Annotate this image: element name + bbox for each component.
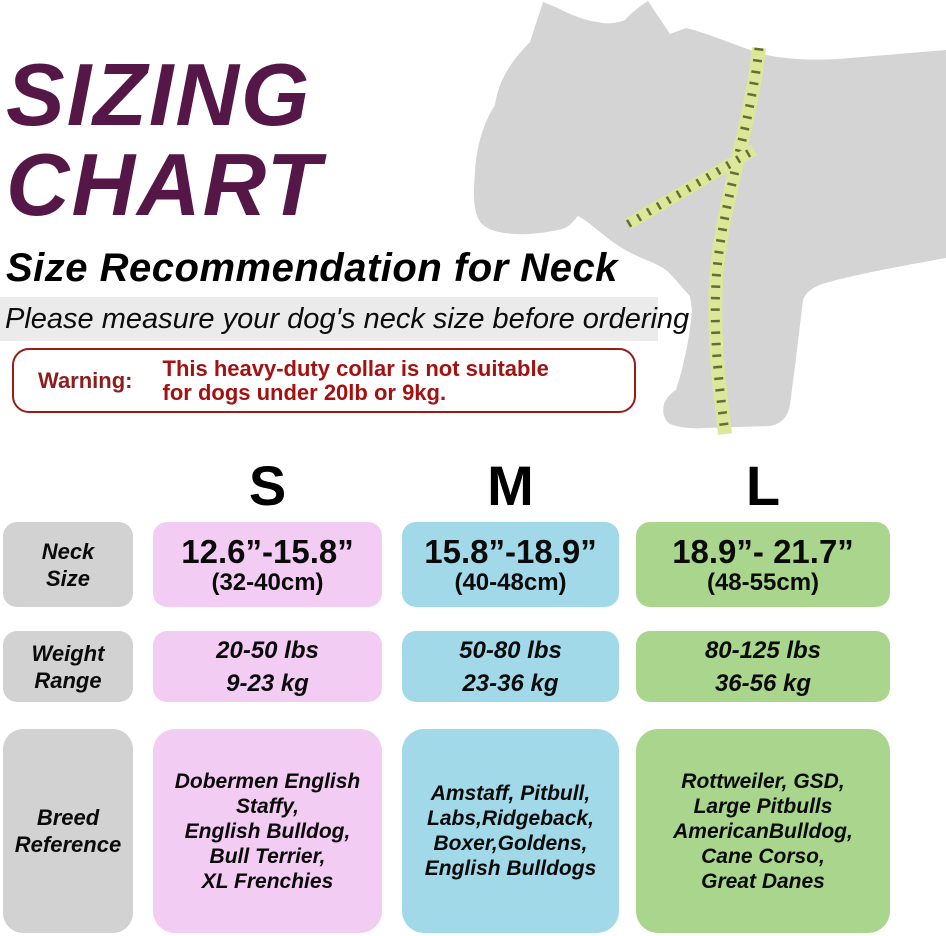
neck-size-l-value: 18.9”- 21.7” bbox=[672, 533, 854, 570]
dog-illustration bbox=[470, 0, 946, 440]
weight-s-text: 20-50 lbs 9-23 kg bbox=[216, 636, 319, 697]
cell-neck-size-m: 15.8”-18.9” (40-48cm) bbox=[402, 522, 619, 607]
measuring-tape-vertical bbox=[708, 47, 766, 435]
cell-weight-l: 80-125 lbs 36-56 kg bbox=[636, 631, 890, 702]
cell-weight-m: 50-80 lbs 23-36 kg bbox=[402, 631, 619, 702]
cell-neck-size-s: 12.6”-15.8” (32-40cm) bbox=[153, 522, 382, 607]
breed-m-text: Amstaff, Pitbull, Labs,Ridgeback, Boxer,Go… bbox=[424, 782, 597, 880]
breed-l-text: Rottweiler, GSD, Large Pitbulls AmericanBu… bbox=[673, 769, 853, 893]
row-label-breed-reference: Breed Reference bbox=[3, 729, 133, 933]
row-label-neck-size: Neck Size bbox=[3, 522, 133, 607]
measure-note-banner: Please measure your dog's neck size befo… bbox=[0, 297, 689, 341]
page-title: SIZING CHART bbox=[6, 45, 323, 234]
warning-text: This heavy-duty collar is not suitable fo… bbox=[162, 355, 549, 405]
cell-breed-l: Rottweiler, GSD, Large Pitbulls AmericanBu… bbox=[636, 729, 890, 933]
warning-label: Warning: bbox=[38, 367, 133, 393]
cell-breed-m: Amstaff, Pitbull, Labs,Ridgeback, Boxer,Go… bbox=[402, 729, 619, 933]
size-header-s: S bbox=[248, 453, 287, 517]
dog-silhouette-icon bbox=[474, 1, 946, 435]
neck-size-m-cm: (40-48cm) bbox=[454, 569, 567, 596]
neck-size-s-cm: (32-40cm) bbox=[211, 569, 324, 596]
size-header-l: L bbox=[745, 453, 781, 517]
measure-note-text: Please measure your dog's neck size befo… bbox=[5, 302, 690, 335]
dog-body-shape bbox=[474, 1, 946, 429]
tape-ticks-neck bbox=[625, 146, 757, 228]
size-header-m: M bbox=[487, 453, 534, 517]
neck-size-s-value: 12.6”-15.8” bbox=[181, 533, 354, 570]
weight-m-text: 50-80 lbs 23-36 kg bbox=[459, 636, 562, 697]
cell-weight-s: 20-50 lbs 9-23 kg bbox=[153, 631, 382, 702]
cell-neck-size-l: 18.9”- 21.7” (48-55cm) bbox=[636, 522, 890, 607]
neck-size-m-value: 15.8”-18.9” bbox=[424, 533, 597, 570]
cell-breed-s: Dobermen English Staffy, English Bulldog, B… bbox=[153, 729, 382, 933]
warning-box: Warning: This heavy-duty collar is not s… bbox=[12, 348, 636, 413]
weight-l-text: 80-125 lbs 36-56 kg bbox=[704, 636, 822, 697]
row-label-weight-range: Weight Range bbox=[3, 631, 133, 702]
breed-s-text: Dobermen English Staffy, English Bulldog, B… bbox=[174, 769, 361, 893]
page-subtitle: Size Recommendation for Neck bbox=[6, 246, 618, 290]
neck-size-l-cm: (48-55cm) bbox=[706, 569, 820, 596]
